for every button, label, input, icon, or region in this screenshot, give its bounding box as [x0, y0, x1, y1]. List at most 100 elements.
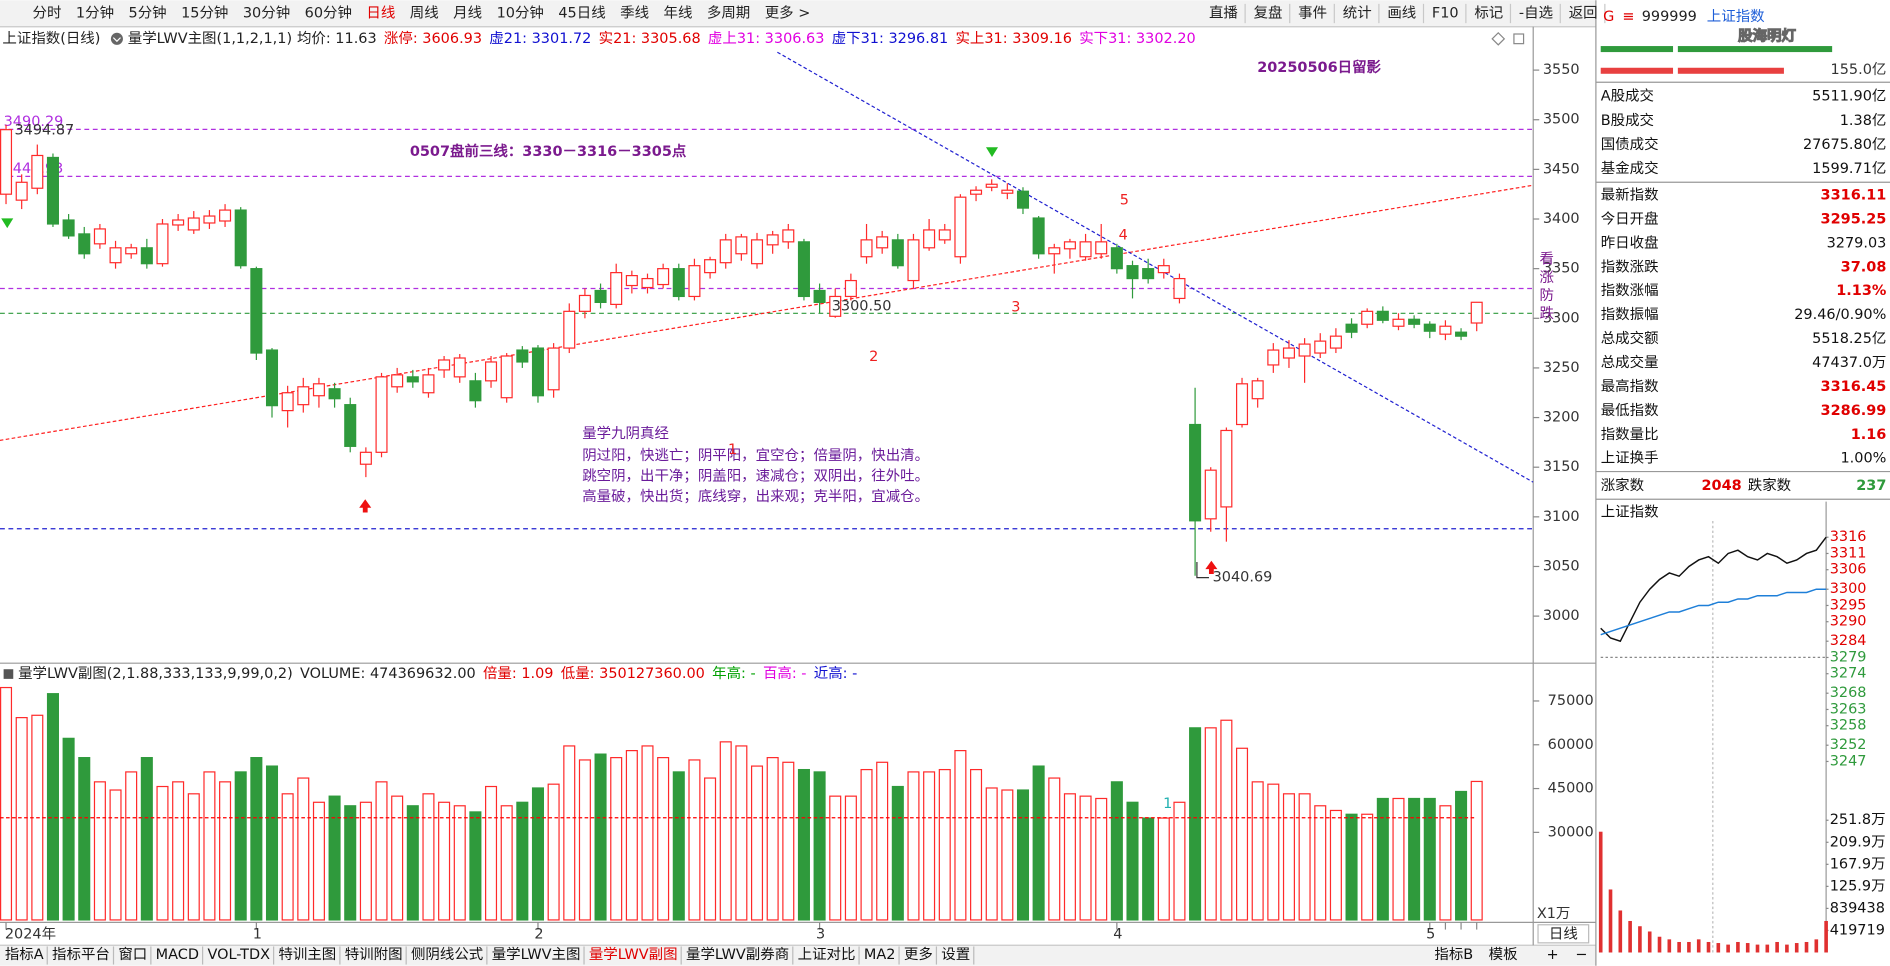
volume-bar: [1329, 809, 1342, 921]
toolbar-button[interactable]: 画线: [1387, 5, 1416, 22]
toolbar-button[interactable]: 月线: [453, 5, 482, 22]
volume-bar: [1204, 727, 1217, 921]
tab[interactable]: 特训主图: [278, 946, 336, 963]
volume-bar: [954, 750, 967, 921]
toolbar-button[interactable]: 1分钟: [76, 5, 114, 22]
toolbar-button[interactable]: 统计: [1343, 5, 1372, 22]
volume-bar: [375, 781, 388, 921]
volume-bar: [422, 793, 435, 921]
reference-label: 3490.29: [4, 114, 64, 130]
candle-body: [469, 380, 482, 402]
tab[interactable]: 窗口: [118, 945, 147, 963]
candle-body: [1361, 310, 1374, 325]
tab[interactable]: 指标A: [5, 946, 44, 963]
volume-bar: [281, 793, 294, 921]
toolbar-button[interactable]: F10: [1432, 6, 1459, 22]
volume-bar: [1423, 797, 1436, 921]
volume-bar: [1016, 789, 1030, 921]
volume-header: 量学LWV副图(2,1.88,333,133,9,99,0,2): [18, 665, 293, 682]
tab[interactable]: 设置: [941, 946, 970, 963]
candle-body: [156, 223, 169, 265]
stat-value: 5511.90亿: [1812, 88, 1886, 105]
annotation: 跳空阴，出干净；阴盖阳，速减仓；双阴出，往外吐。: [582, 467, 929, 484]
toolbar-button[interactable]: 直播: [1209, 5, 1238, 22]
toolbar-button[interactable]: 更多 >: [765, 5, 811, 22]
volume-bar: [1361, 813, 1374, 921]
toolbar-button[interactable]: 15分钟: [181, 5, 228, 22]
intraday-volume-bar: [1657, 936, 1662, 953]
volume-bar: [1142, 817, 1155, 921]
tab[interactable]: 指标平台: [52, 946, 110, 963]
tab[interactable]: 指标B: [1434, 946, 1473, 963]
toolbar-button[interactable]: 季线: [620, 5, 649, 22]
toolbar-button[interactable]: 日线: [366, 5, 395, 22]
stat-label: 指数涨跌: [1601, 258, 1659, 275]
intraday-tick-label: 3300: [1830, 581, 1867, 597]
toolbar-button[interactable]: 60分钟: [305, 5, 352, 22]
period-label[interactable]: 日线: [1549, 925, 1578, 942]
volume-bar: [594, 753, 607, 921]
strength-bar: [1600, 46, 1674, 53]
tab[interactable]: 更多: [904, 946, 933, 963]
volume-header-icon: [3, 669, 14, 679]
zoom-button[interactable]: +: [1546, 947, 1558, 963]
toolbar-button[interactable]: 标记: [1474, 5, 1503, 22]
volume-bar: [469, 811, 482, 921]
toolbar-button[interactable]: 返回: [1569, 5, 1598, 22]
volume-bar: [265, 765, 279, 921]
candle-body: [1314, 340, 1327, 354]
square-icon[interactable]: [1513, 33, 1525, 45]
menu-icon[interactable]: ≡: [1622, 9, 1634, 25]
intraday-volume-bar: [1598, 831, 1603, 953]
strength-bar: [1600, 67, 1674, 74]
intraday-tick-label: 3290: [1830, 614, 1867, 630]
toolbar-button[interactable]: 复盘: [1254, 4, 1283, 22]
toolbar-button[interactable]: 30分钟: [243, 5, 290, 22]
tab[interactable]: 量学LWV主图: [492, 946, 581, 963]
volume-bar: [1455, 790, 1468, 921]
intraday-volume-bar: [1618, 910, 1623, 953]
volume-header: VOLUME: 474369632.00: [300, 666, 476, 682]
toolbar-button[interactable]: 10分钟: [497, 5, 544, 22]
toolbar-button[interactable]: 分时: [33, 5, 62, 22]
toolbar-button[interactable]: 事件: [1298, 5, 1327, 22]
candle-body: [312, 383, 325, 397]
volume-bar: [391, 795, 404, 921]
intraday-volume-bar: [1706, 941, 1711, 953]
toolbar-button[interactable]: 周线: [410, 5, 439, 22]
toolbar-button[interactable]: 年线: [664, 5, 693, 22]
intraday-volume-bar: [1716, 943, 1721, 953]
dropdown-icon[interactable]: [110, 32, 123, 45]
volume-bar: [1267, 783, 1280, 921]
tab[interactable]: VOL-TDX: [207, 947, 270, 963]
candle-body: [578, 294, 591, 312]
toolbar: [0, 0, 1596, 27]
annotation: 3494.87: [14, 122, 74, 138]
strength-bar: [1677, 46, 1833, 53]
diamond-icon[interactable]: [1491, 31, 1506, 46]
candle-body: [172, 219, 185, 226]
toolbar-button[interactable]: 多周期: [707, 5, 750, 22]
tab[interactable]: 特训附图: [345, 946, 403, 963]
tab[interactable]: MA2: [864, 947, 896, 963]
tab[interactable]: MACD: [156, 947, 199, 963]
stock-name: 上证指数: [1707, 8, 1765, 25]
toolbar-button[interactable]: 45日线: [558, 5, 605, 22]
candle-body: [406, 376, 419, 383]
candle-body: [281, 392, 294, 412]
intraday-volume-bar: [1814, 939, 1819, 953]
market-badge: G: [1603, 9, 1614, 25]
zoom-button[interactable]: −: [1575, 947, 1587, 963]
period-box[interactable]: [1537, 924, 1590, 944]
volume-tick-label: 60000: [1548, 737, 1594, 753]
tab[interactable]: 侧阴线公式: [411, 946, 483, 963]
tab[interactable]: 上证对比: [798, 946, 856, 963]
toolbar-button[interactable]: 5分钟: [129, 5, 167, 22]
tab[interactable]: 模板: [1489, 945, 1518, 963]
tab[interactable]: 量学LWV副图: [589, 946, 678, 963]
toolbar-button[interactable]: -自选: [1519, 5, 1553, 22]
candle-body: [1376, 310, 1389, 321]
candle-body: [219, 209, 232, 222]
tab[interactable]: 量学LWV副券商: [686, 946, 789, 963]
stat-label: 最高指数: [1601, 378, 1659, 395]
